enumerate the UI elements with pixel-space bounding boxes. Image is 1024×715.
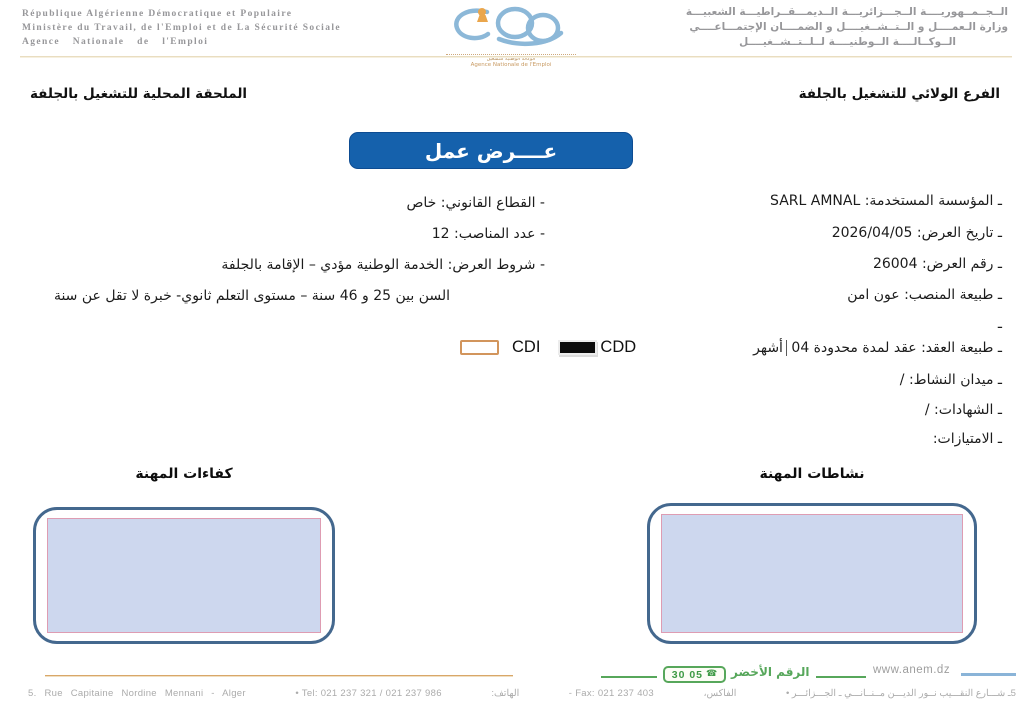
wilaya-branch-label: الفرع الولائي للتشغيل بالجلفة: [798, 86, 1000, 102]
empty-dash-row: ـ: [997, 316, 1002, 332]
header-french-block: République Algérienne Démocratique et Po…: [22, 7, 341, 49]
address-arabic: 5ـ شـــارع النقـــيب نــور الديـــن مــن…: [785, 688, 1016, 699]
footer-tan-rule: [45, 675, 513, 677]
logo-person-icon: [478, 8, 486, 16]
competencies-box: [33, 507, 335, 644]
cdi-checkbox: [460, 339, 499, 355]
competencies-box-field: [47, 518, 321, 633]
anem-logo-icon: [454, 6, 564, 46]
footer-green-dash-left: [601, 676, 657, 678]
offer-conditions-row: - شروط العرض: الخدمة الوطنية مؤدي – الإق…: [221, 257, 545, 273]
activity-field-row: ـ ميدان النشاط: /: [899, 372, 1002, 388]
contract-duration-unit: أشهر: [753, 340, 787, 356]
footer-green-dash-right: [816, 676, 866, 678]
activities-box: [647, 503, 977, 644]
green-number-value: 30 05: [671, 668, 704, 681]
anem-logo: الوكالة الوطنية للتشغيل Agence Nationale…: [446, 3, 576, 69]
cdi-label: CDI: [512, 337, 541, 356]
phone-numbers: • Tel: 021 237 321 / 021 237 986: [295, 688, 442, 699]
legal-sector-row: - القطاع القانوني: خاص: [406, 195, 545, 211]
offer-date-row: ـ تاريخ العرض: 2026/04/05: [831, 225, 1002, 241]
logo-caption-french: Agence Nationale de l'Emploi: [470, 62, 552, 68]
competencies-box-title: كفاءات المهنة: [135, 466, 233, 482]
age-experience-row: السن بين 25 و 46 سنة – مستوى التعلم ثانو…: [53, 288, 450, 304]
header-arabic-block: الــجــمــهوريــــة الــجـــزائريـــة ال…: [584, 5, 1008, 50]
phone-label-arabic: الهاتف:: [491, 688, 520, 699]
address-french: 5. Rue Capitaine Nordine Mennani - Alger: [28, 688, 246, 699]
position-nature-row: ـ طبيعة المنصب: عون امن: [847, 287, 1002, 303]
contract-nature-row: ـ طبيعة العقد: عقد لمدة محدودة 04 أشهر: [753, 340, 1002, 356]
logo-caption-arabic: الوكالة الوطنية للتشغيل: [446, 54, 576, 62]
agency-line-ar: الــوكــالــــة الــوطنيــــة لــلــتــش…: [739, 36, 956, 48]
republic-line-ar: الــجــمــهوريــــة الــجـــزائريـــة ال…: [685, 6, 1008, 18]
republic-line-fr: République Algérienne Démocratique et Po…: [22, 9, 293, 19]
phone-icon: ☎: [706, 669, 718, 679]
cdd-checkbox-checked: [558, 339, 598, 355]
contract-type-legend: CDI CDD: [460, 337, 636, 357]
green-number-label: الرقم الأخضر: [731, 665, 810, 679]
cdd-label: CDD: [600, 337, 637, 356]
footer-address-line: 5. Rue Capitaine Nordine Mennani - Alger…: [28, 688, 1016, 699]
banner-title: عــــرض عمل: [424, 138, 558, 163]
activities-box-field: [661, 514, 963, 633]
certificates-row: ـ الشهادات: /: [924, 402, 1002, 418]
website-link: www.anem.dz: [873, 664, 951, 676]
fax-label-arabic: الفاكس،: [703, 688, 737, 699]
footer-blue-rule: [961, 673, 1016, 676]
employer-row: ـ المؤسسة المستخدمة: SARL AMNAL: [770, 193, 1002, 209]
positions-count-row: - عدد المناصب: 12: [431, 226, 545, 242]
agency-line-fr: Agence Nationale de l'Emploi: [22, 37, 209, 47]
green-number-badge: 30 05 ☎: [663, 666, 726, 683]
ministry-line-fr: Ministère du Travail, de l'Emploi et de …: [22, 23, 342, 33]
ministry-line-ar: وزارة الـعمــــل و الــتــشــغيــــل و ا…: [689, 21, 1008, 33]
local-annex-label: الملحقة المحلية للتشغيل بالجلفة: [30, 86, 248, 102]
contract-label: ـ طبيعة العقد: عقد لمدة محدودة 04: [786, 340, 1002, 356]
activities-box-title: نشاطات المهنة: [759, 466, 865, 482]
header-divider: [20, 56, 1012, 58]
offer-number-row: ـ رقم العرض: 26004: [872, 256, 1002, 272]
job-offer-banner: عــــرض عمل: [349, 132, 633, 169]
benefits-row: ـ الامتيازات:: [932, 431, 1002, 447]
fax-number: - Fax: 021 237 403: [568, 688, 654, 699]
